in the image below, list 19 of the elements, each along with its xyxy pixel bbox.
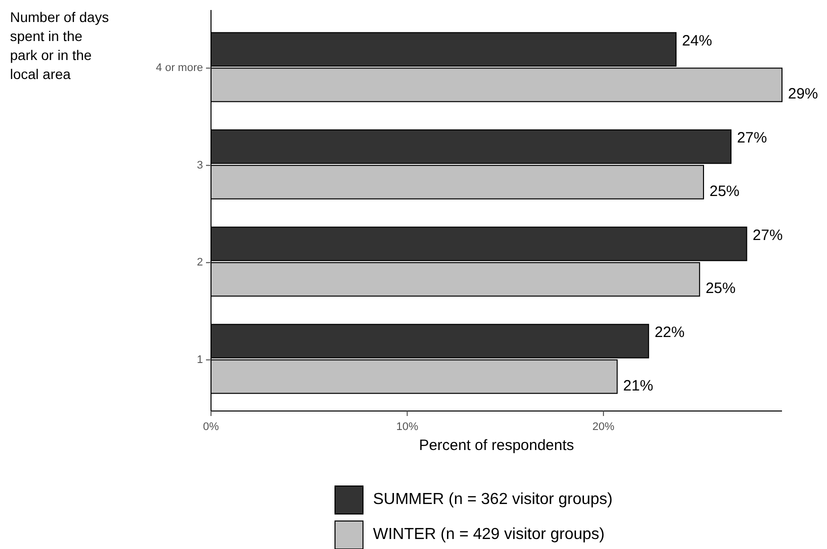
y-tick-label: 1: [196, 354, 203, 366]
x-tick-label: 20%: [592, 421, 615, 433]
y-tick-label: 4 or more: [156, 62, 203, 74]
x-axis-title: Percent of respondents: [418, 437, 574, 454]
data-label: 25%: [706, 280, 736, 298]
data-label: 22%: [654, 324, 685, 342]
data-label: 27%: [736, 130, 768, 147]
y-tick-label: 3: [196, 159, 203, 172]
data-label: 25%: [710, 182, 740, 200]
legend-label: SUMMER (n = 362 visitor groups): [373, 491, 613, 508]
data-label: 29%: [788, 86, 818, 103]
y-tick-label: 2: [196, 256, 203, 269]
data-label: 27%: [752, 226, 783, 244]
data-label: 24%: [682, 32, 712, 50]
y-axis-title: Number of days spent in the park or in the local area: [10, 9, 109, 82]
data-label: 21%: [623, 377, 654, 394]
legend-label: WINTER (n = 429 visitor groups): [373, 526, 605, 544]
x-tick-label: 10%: [396, 421, 418, 433]
x-tick-label: 0%: [203, 421, 220, 433]
